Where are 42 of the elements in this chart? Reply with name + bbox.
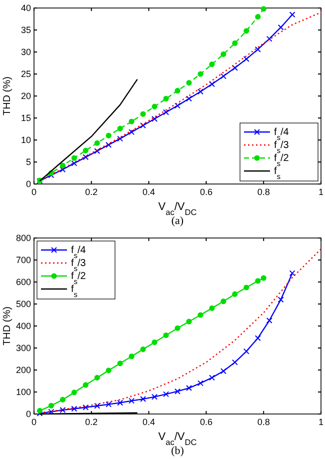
x-tick-label: 1 bbox=[318, 187, 324, 197]
x-tick-label: 0.4 bbox=[142, 187, 156, 197]
text: (b) bbox=[171, 445, 184, 457]
x-axis-title: V$_{ac}$/V$_{DC}$ bbox=[158, 431, 197, 446]
x-tick-label: 0.8 bbox=[257, 417, 270, 427]
legend-label: f$_{s}$ bbox=[274, 166, 281, 180]
legend-label: f$_{s}$/2 bbox=[274, 153, 290, 168]
y-tick-label: 0 bbox=[26, 409, 31, 419]
y-tick-label: 100 bbox=[16, 387, 31, 397]
x-tick-label: 0.8 bbox=[257, 187, 270, 197]
x-tick-label: 0.6 bbox=[200, 417, 212, 427]
y-tick-label: 600 bbox=[16, 277, 31, 287]
y-axis-title: THD (%) bbox=[2, 306, 13, 346]
y-tick-label: 40 bbox=[20, 3, 31, 13]
y-axis-title: THD (%) bbox=[2, 76, 13, 116]
y-tick-label: 0 bbox=[26, 179, 31, 189]
legend-label: f$_{s}$/4 bbox=[274, 127, 290, 142]
y-tick-label: 200 bbox=[16, 365, 31, 375]
y-tick-label: 700 bbox=[16, 255, 31, 265]
y-tick-label: 5 bbox=[26, 157, 31, 167]
y-tick-label: 500 bbox=[16, 299, 31, 309]
y-tick-label: 20 bbox=[20, 91, 31, 101]
x-tick-label: 0.4 bbox=[142, 417, 156, 427]
text: (a) bbox=[171, 215, 184, 227]
y-tick-label: 15 bbox=[20, 113, 31, 123]
y-tick-label: 10 bbox=[20, 135, 31, 145]
x-tick-label: 0.6 bbox=[200, 187, 212, 197]
y-tick-label: 25 bbox=[20, 69, 31, 79]
x-tick-label: 1 bbox=[318, 417, 324, 427]
y-tick-label: 300 bbox=[16, 343, 31, 353]
y-tick-label: 30 bbox=[20, 47, 31, 57]
x-tick-label: 0.2 bbox=[85, 187, 98, 197]
x-tick-label: 0.2 bbox=[85, 417, 98, 427]
y-tick-label: 400 bbox=[16, 321, 31, 331]
y-tick-label: 35 bbox=[20, 25, 31, 35]
legend-label: f$_{s}$/4 bbox=[71, 245, 86, 260]
legend-label: f$_{s}$ bbox=[71, 284, 78, 298]
y-tick-label: 800 bbox=[16, 233, 31, 243]
legend-label: f$_{s}$/3 bbox=[71, 258, 86, 272]
x-axis-title: V$_{ac}$/V$_{DC}$ bbox=[158, 201, 197, 216]
legend-label: f$_{s}$/2 bbox=[71, 271, 86, 286]
legend-label: f$_{s}$/3 bbox=[274, 140, 290, 154]
